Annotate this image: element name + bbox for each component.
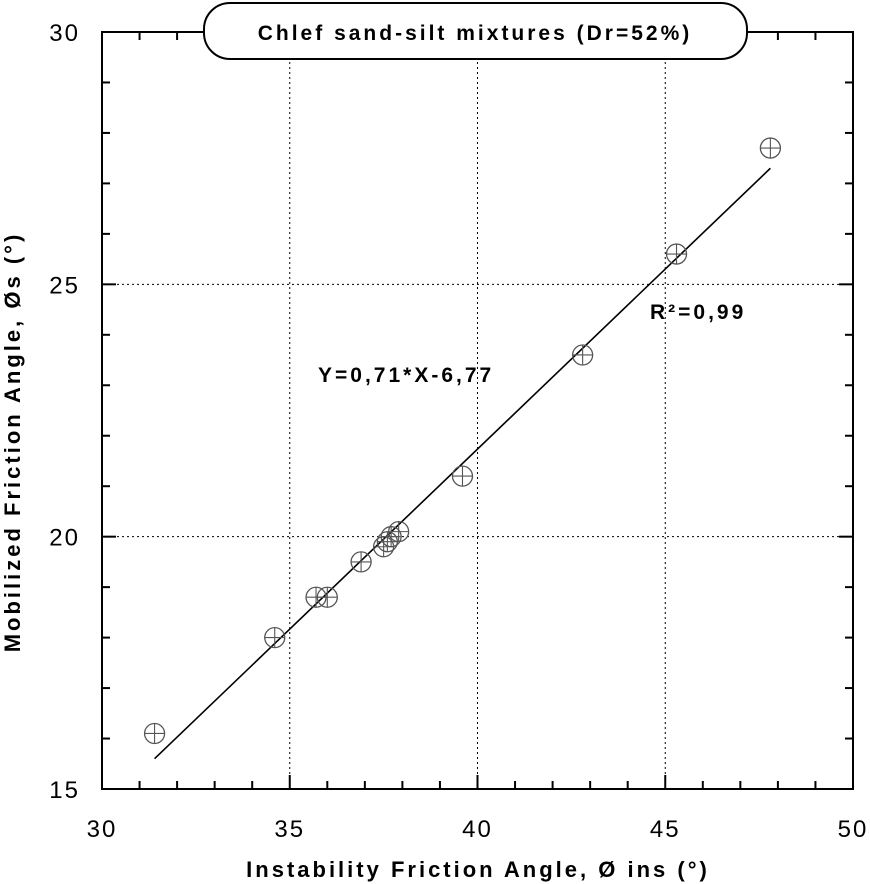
chart-title: Chlef sand-silt mixtures (Dr=52%) [258,22,693,45]
data-point [665,243,688,265]
data-point [316,586,338,608]
x-tick-label: 30 [87,816,118,843]
regression-line [154,167,771,760]
grid-lines [102,32,853,789]
y-tick-label: 15 [49,777,80,804]
data-point [759,137,782,159]
data-point [451,465,474,487]
plot-frame [101,31,854,790]
x-axis-title: Instability Friction Angle, Ø ins (°) [246,857,710,882]
data-points [143,137,782,745]
y-axis-title: Mobilized Friction Angle, Øs (°) [0,232,25,653]
x-tick-label: 50 [838,816,869,843]
y-tick-labels: 15 20 25 30 [49,20,80,804]
data-point [571,344,594,366]
y-tick-label: 30 [49,20,80,47]
x-tick-label: 35 [274,816,305,843]
data-point [376,531,399,553]
chart-title-box: Chlef sand-silt mixtures (Dr=52%) [203,2,748,60]
data-point [387,520,410,543]
data-point [264,626,286,649]
data-point [350,551,372,573]
regression-equation: Y=0,71*X-6,77 [318,364,494,387]
r-squared-label: R²=0,99 [650,301,746,324]
y-tick-label: 20 [49,525,80,552]
data-point [143,722,166,745]
x-tick-labels: 30 35 40 45 50 [87,816,869,843]
y-tick-label: 25 [49,272,80,299]
x-tick-label: 40 [462,816,493,843]
data-point [380,526,402,548]
axis-ticks [101,31,854,790]
x-tick-label: 45 [650,816,681,843]
